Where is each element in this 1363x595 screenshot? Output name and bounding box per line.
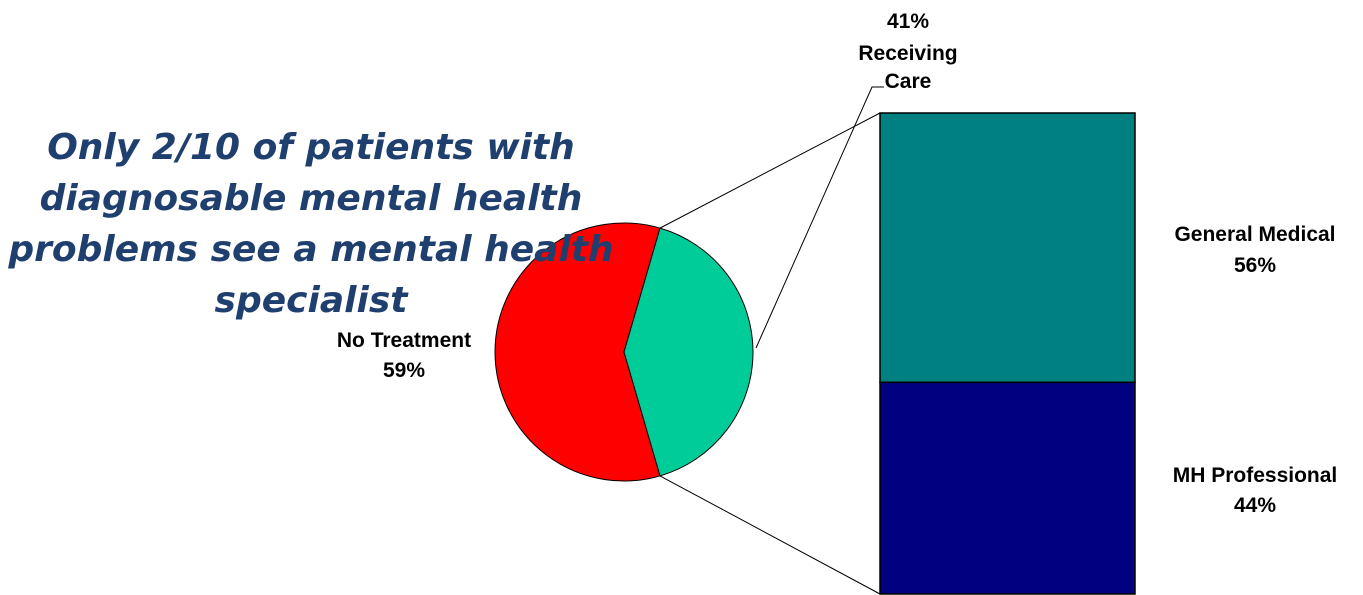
headline-line-2: diagnosable mental health	[39, 178, 583, 219]
general-medical-label: General Medical	[1174, 223, 1335, 246]
connector-line-top	[659, 112, 881, 229]
pie-slice-receiving-care	[623, 227, 754, 477]
headline-text: Only 2/10 of patients with diagnosable m…	[0, 122, 622, 326]
headline-line-1: Only 2/10 of patients with	[47, 127, 575, 168]
headline-line-4: specialist	[214, 280, 408, 321]
no-treatment-label: No Treatment	[337, 329, 471, 352]
bar-segment-general-medical	[879, 112, 1136, 384]
pie-slice-no-treatment	[494, 222, 661, 482]
receiving-care-percent-label: 41%	[887, 10, 929, 33]
bar-segment-mh-professional	[879, 381, 1136, 595]
receiving-care-leader-line	[755, 86, 884, 349]
headline-line-3: problems see a mental health	[8, 229, 614, 270]
connector-line-bottom	[659, 475, 881, 595]
general-medical-percent-label: 56%	[1234, 254, 1276, 277]
mh-professional-label: MH Professional	[1173, 464, 1338, 487]
no-treatment-percent-label: 59%	[383, 359, 425, 382]
mh-professional-percent-label: 44%	[1234, 494, 1276, 517]
receiving-care-label-line2: Care	[885, 70, 932, 93]
receiving-care-label-line1: Receiving	[858, 42, 957, 65]
